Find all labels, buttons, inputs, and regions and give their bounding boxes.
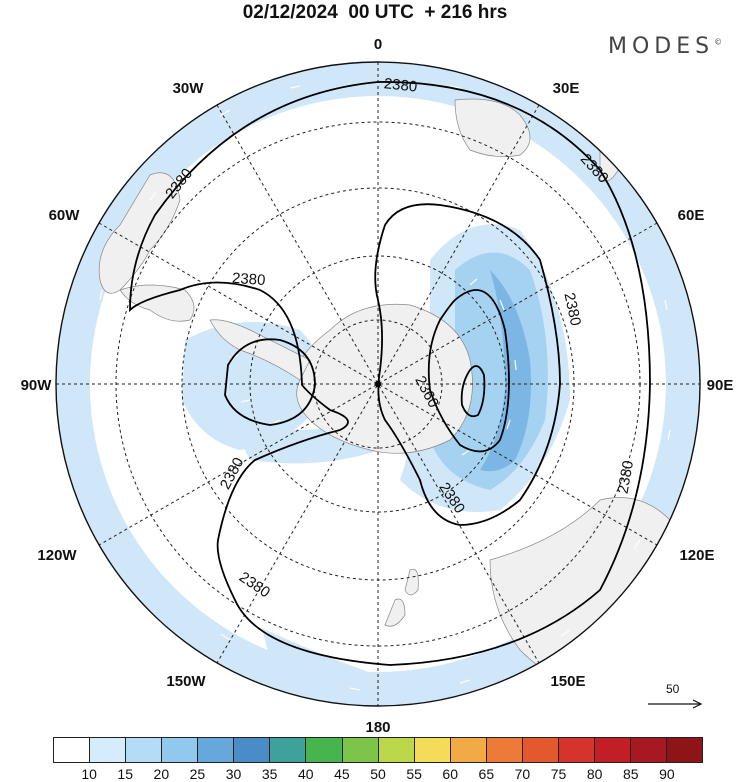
antarctica [296,304,473,454]
colorbar-label: 60 [442,766,459,782]
contour-label: 2380 [560,291,584,327]
graticule [56,62,700,706]
meridian-line [98,222,658,546]
colorbar-cell [522,738,559,762]
colorbar-label: 85 [622,766,639,782]
wind-band-south-pacific [262,628,470,706]
colorbar-label: 80 [586,766,603,782]
map-disc [56,62,700,706]
colorbar-cell [270,738,307,762]
colorbar-label: 55 [406,766,422,782]
colorbar-labels: 10 15 20 25 30 35 40 45 50 55 60 65 70 75 80 85 90 [53,766,703,782]
lon-label-30w: 30W [173,80,205,97]
south-pole-marker [375,381,381,387]
colorbar-cell [54,738,91,762]
lon-label-0: 0 [374,36,382,53]
africa-tip [454,98,531,157]
contour-label: 2380 [615,459,638,495]
colorbar-cell [450,738,487,762]
colorbar [53,737,703,763]
reference-vector-label: 50 [666,682,680,696]
colorbar-label: 70 [514,766,531,782]
meridian-line [98,222,658,546]
meridian-line [216,104,540,664]
colorbar-cell [198,738,235,762]
brand-logo: MODES© [608,34,722,59]
lon-label-60w: 60W [49,207,81,224]
colorbar-label: 15 [117,766,134,782]
colorbar-cell [162,738,199,762]
lon-label-60e: 60E [678,207,705,224]
contour-inner [374,203,561,526]
reference-vector-arrow [648,699,703,709]
colorbar-cell [90,738,127,762]
new-zealand-south [384,598,406,627]
lon-label-90e: 90E [707,377,734,394]
lon-label-30e: 30E [553,80,580,97]
colorbar-label: 90 [659,766,675,782]
contour-outer [129,81,651,666]
longitude-label-group: 0 180 90W 90E 30W 60W 30E 60E 120W 150W … [21,36,734,736]
colorbar-cell [414,738,451,762]
colorbar-label: 30 [225,766,242,782]
contour-west-low [224,338,316,426]
new-zealand-north [404,568,419,596]
contour-low-east [427,289,510,453]
colorbar-cell [594,738,631,762]
brand-mark: © [714,37,723,47]
lon-label-150w: 150W [166,673,206,690]
colorbar-label: 45 [334,766,350,782]
contour-label: 2380 [231,270,265,289]
wind-vectors [92,85,671,691]
colorbar-label: 10 [81,766,97,782]
colorbar-cell [378,738,415,762]
lon-label-120w: 120W [37,547,77,564]
wind-band-jet-core [480,270,531,472]
colorbar-label: 50 [370,766,386,782]
lon-label-120e: 120E [679,547,714,564]
colorbar-cell [631,738,668,762]
colorbar-cell [234,738,271,762]
lon-label-90w: 90W [21,377,53,394]
colorbar-label: 65 [478,766,495,782]
colorbar-cell [126,738,163,762]
brand-name: MODES [608,34,715,59]
colorbar-cell [486,738,523,762]
wind-band-atlantic [320,62,450,100]
colorbar-label: 40 [297,766,314,782]
colorbar-cell [558,738,595,762]
lon-label-180: 180 [365,719,390,736]
contour-low-east-center [460,365,486,418]
colorbar-label: 35 [261,766,278,782]
colorbar-label: 75 [550,766,567,782]
south-america-tip [119,284,195,322]
map-title: 02/12/2024 00 UTC + 216 hrs [242,2,508,23]
antarctic-peninsula [209,319,311,381]
meridian-line [216,104,540,664]
map-border [55,61,701,707]
colorbar-label: 20 [153,766,170,782]
height-contours [129,81,651,666]
colorbar-cell [667,738,703,762]
colorbar-cell [342,738,379,762]
contour-label: 2380 [383,75,418,95]
colorbar-label: 25 [189,766,206,782]
lon-label-150e: 150E [550,673,585,690]
colorbar-cell [306,738,343,762]
